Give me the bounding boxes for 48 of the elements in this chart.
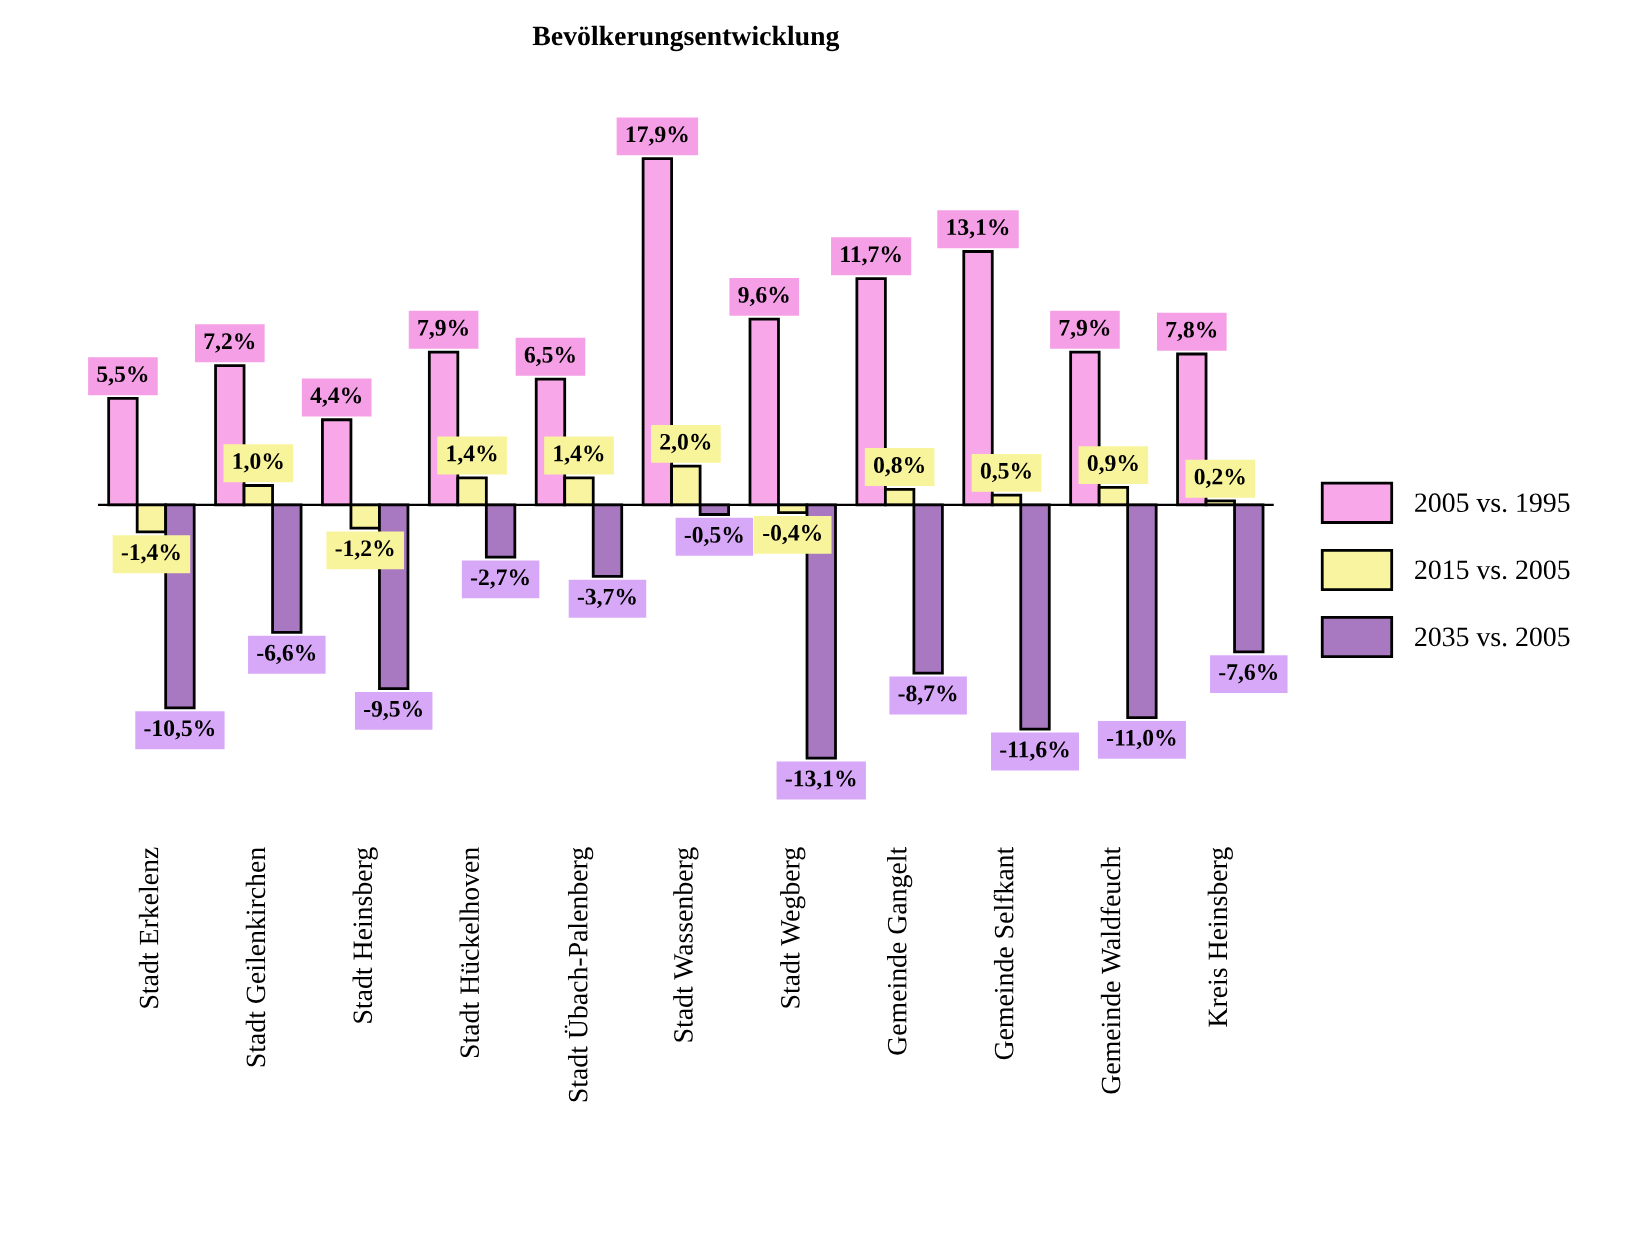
x-tick-label: Kreis Heinsberg (1207, 847, 1233, 1027)
legend-label: 2035 vs. 2005 (1415, 627, 1570, 647)
data-label: 13,1% (947, 219, 1009, 239)
data-label: 4,4% (310, 387, 362, 407)
x-tick-label: Gemeinde Gangelt (887, 846, 913, 1055)
data-label: -8,7% (898, 685, 957, 705)
x-tick-label: Gemeinde Waldfeucht (1100, 846, 1121, 1094)
data-label: 1,4% (554, 445, 604, 465)
data-label: 6,5% (524, 346, 575, 367)
data-label: 0,2% (1194, 468, 1245, 488)
x-tick-label: Stadt Erkelenz (138, 847, 159, 1008)
data-label: -7,6% (1219, 664, 1278, 684)
x-tick-label: Stadt Übach-Palenberg (564, 847, 594, 1102)
data-label: 9,6% (738, 286, 789, 307)
data-label: -13,1% (785, 770, 856, 790)
legend-label: 2015 vs. 2005 (1415, 560, 1570, 580)
data-label: -2,7% (470, 569, 529, 589)
data-label: -0,4% (763, 524, 822, 545)
data-label: -10,5% (144, 720, 215, 740)
data-label: -1,4% (121, 544, 180, 564)
x-tick-label: Stadt Geilenkirchen (245, 847, 266, 1067)
data-label: 7,2% (204, 333, 255, 353)
data-label: -6,6% (257, 644, 316, 665)
data-label: -9,5% (364, 700, 422, 721)
data-label: 0,5% (980, 462, 1031, 483)
data-label: 5,5% (97, 366, 148, 386)
data-label: -1,2% (335, 540, 394, 560)
data-label: 7,8% (1166, 321, 1217, 342)
data-label: 1,4% (447, 445, 497, 465)
x-tick-label: Gemeinde Selfkant (993, 846, 1014, 1060)
data-label: 11,7% (841, 246, 901, 266)
data-label: 17,9% (626, 126, 688, 146)
x-tick-label: Stadt Hückelhoven (459, 847, 480, 1058)
data-label: -11,0% (1107, 729, 1176, 750)
chart-title: Bevölkerungsentwicklung (532, 25, 840, 52)
data-label: 0,9% (1087, 455, 1138, 475)
data-label: -0,5% (684, 526, 743, 547)
data-label: 7,9% (418, 319, 468, 340)
data-label: 7,9% (1059, 319, 1110, 340)
x-tick-label: Stadt Wassenberg (673, 847, 699, 1042)
x-tick-label: Stadt Heinsberg (352, 847, 378, 1023)
data-label: -3,7% (577, 588, 636, 609)
legend-label: 2005 vs. 1995 (1415, 493, 1570, 513)
data-label: 2,0% (660, 433, 711, 454)
x-tick-label: Stadt Wegberg (780, 847, 806, 1008)
data-label: -11,6% (1000, 741, 1069, 761)
data-label: 0,8% (873, 457, 924, 477)
data-label: 1,0% (233, 453, 283, 473)
